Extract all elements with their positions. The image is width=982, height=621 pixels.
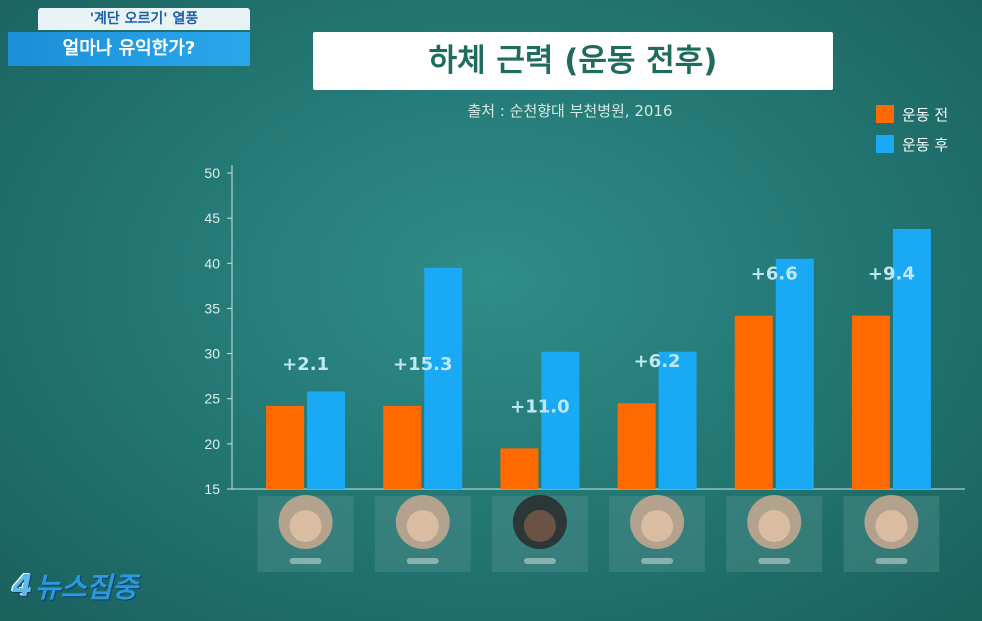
increment-label: +9.4 bbox=[868, 264, 915, 285]
y-tick-label: 30 bbox=[204, 346, 220, 362]
increment-label: +6.2 bbox=[634, 351, 681, 372]
bar-before bbox=[500, 448, 539, 489]
participant-face-icon bbox=[758, 510, 791, 542]
legend-label-before: 운동 전 bbox=[902, 105, 949, 124]
participant-face-icon bbox=[523, 510, 556, 542]
bar-after bbox=[307, 391, 346, 489]
increment-label: +15.3 bbox=[393, 354, 453, 375]
legend-swatch-after bbox=[876, 135, 894, 153]
increment-label: +6.6 bbox=[751, 264, 798, 285]
y-tick-label: 35 bbox=[204, 300, 220, 316]
participant-caption-blur bbox=[758, 558, 791, 564]
participant-caption-blur bbox=[641, 558, 674, 564]
participant-face-icon bbox=[406, 510, 439, 542]
y-tick-label: 50 bbox=[204, 165, 220, 181]
bar-before bbox=[617, 403, 656, 489]
bar-after bbox=[541, 351, 580, 489]
y-tick-label: 25 bbox=[204, 391, 220, 407]
chart-legend: 운동 전 운동 후 bbox=[876, 100, 948, 160]
participant-caption-blur bbox=[289, 558, 322, 564]
broadcaster-logo: 4 뉴스집중 bbox=[12, 566, 138, 606]
chart-source: 출처 : 순천향대 부천병원, 2016 bbox=[467, 102, 673, 120]
y-tick-label: 15 bbox=[204, 481, 220, 497]
increment-label: +11.0 bbox=[510, 396, 570, 417]
y-tick-label: 45 bbox=[204, 210, 220, 226]
topic-label: '계단 오르기' 열풍 bbox=[38, 8, 250, 30]
bar-after bbox=[892, 228, 931, 489]
y-tick-label: 40 bbox=[204, 255, 220, 271]
participant-face-icon bbox=[875, 510, 908, 542]
increment-label: +2.1 bbox=[282, 354, 329, 375]
y-tick-label: 20 bbox=[204, 436, 220, 452]
topic-headline: 얼마나 유익한가? bbox=[8, 32, 250, 66]
bar-after bbox=[424, 267, 463, 489]
legend-item-before: 운동 전 bbox=[876, 100, 948, 128]
program-name: 뉴스집중 bbox=[34, 571, 138, 604]
bar-after bbox=[658, 351, 697, 489]
legend-swatch-before bbox=[876, 105, 894, 123]
legend-label-after: 운동 후 bbox=[902, 135, 949, 154]
bar-before bbox=[266, 405, 305, 489]
channel-number: 4 bbox=[12, 568, 33, 604]
participant-face-icon bbox=[289, 510, 322, 542]
participant-caption-blur bbox=[406, 558, 439, 564]
bar-before bbox=[851, 315, 890, 489]
participant-face-icon bbox=[641, 510, 674, 542]
bar-after bbox=[775, 258, 814, 489]
participant-caption-blur bbox=[523, 558, 556, 564]
bar-before bbox=[734, 315, 773, 489]
participant-caption-blur bbox=[875, 558, 908, 564]
chart-title: 하체 근력 (운동 전후) bbox=[313, 32, 833, 90]
bar-before bbox=[383, 405, 422, 489]
legend-item-after: 운동 후 bbox=[876, 130, 948, 158]
